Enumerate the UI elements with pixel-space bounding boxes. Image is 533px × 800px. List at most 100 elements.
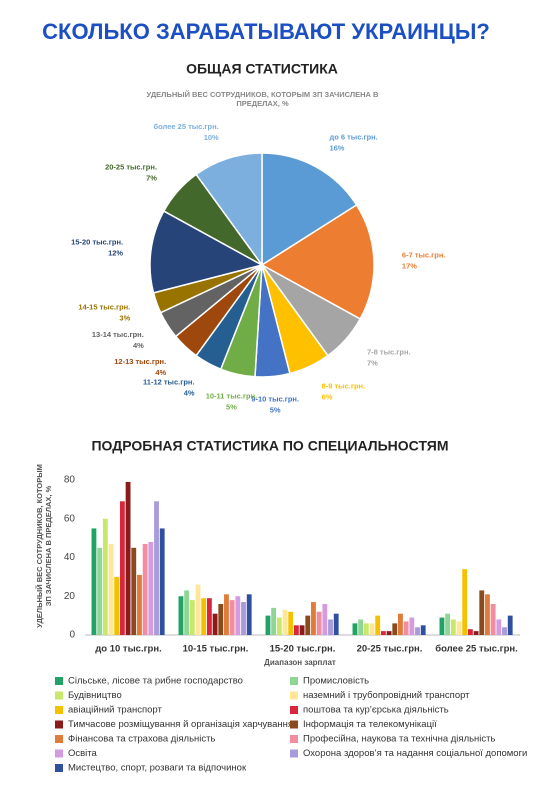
y-tick-label: 60: [64, 513, 76, 524]
pie-value-label: 5%: [270, 405, 281, 414]
legend-swatch: [55, 764, 63, 772]
bar: [206, 598, 212, 635]
bar: [131, 547, 137, 635]
bar: [479, 590, 485, 635]
bar: [473, 631, 479, 635]
bar: [398, 613, 403, 635]
legend-swatch: [290, 706, 298, 714]
bar: [224, 594, 229, 635]
pie-value-label: 12%: [108, 248, 123, 257]
bar: [154, 501, 159, 635]
pie-value-label: 17%: [402, 262, 417, 271]
bar: [445, 613, 451, 635]
legend-label: Сільське, лісове та рибне господарство: [68, 676, 243, 687]
bar: [114, 576, 120, 635]
bar: [178, 596, 184, 635]
pie-label: 9-10 тыс.грн.: [251, 394, 299, 403]
bar: [271, 607, 277, 635]
bar: [212, 613, 218, 635]
legend-swatch: [55, 720, 63, 729]
bar: [91, 528, 97, 635]
pie-label: 8-9 тыс.грн.: [322, 382, 366, 391]
pie-value-label: 7%: [367, 359, 378, 368]
legend-swatch: [55, 691, 63, 700]
legend-label: Інформація та телекомунікації: [303, 719, 437, 730]
legend-label: Промисловість: [303, 676, 369, 687]
legend-swatch: [55, 735, 63, 743]
bar: [108, 543, 114, 635]
bar: [299, 625, 305, 635]
bar: [496, 619, 502, 635]
pie-value-label: 4%: [155, 368, 166, 377]
bar: [102, 518, 108, 635]
legend-swatch: [290, 720, 298, 729]
legend-label: авіаційний транспорт: [68, 705, 162, 716]
bar: [392, 623, 398, 635]
bar: [159, 528, 165, 635]
bar: [184, 590, 190, 635]
y-tick-label: 0: [69, 630, 75, 641]
page-title: СКОЛЬКО ЗАРАБАТЫВАЮТ УКРАИНЦЫ?: [42, 19, 490, 44]
legend-swatch: [55, 706, 63, 714]
bar: [358, 619, 364, 635]
bar: [246, 594, 252, 635]
bar: [386, 631, 392, 635]
legend-label: Тимчасове розміщування й організація хар…: [68, 719, 293, 730]
legend-label: Охорона здоров’я та надання соціальної д…: [303, 748, 527, 759]
legend-swatch: [290, 735, 298, 743]
bar: [316, 611, 322, 635]
pie-label: 10-11 тыс.грн.: [206, 392, 258, 401]
bar: [137, 574, 142, 635]
bar: [363, 623, 369, 635]
pie-value-label: 3%: [119, 313, 130, 322]
pie-label: 20-25 тыс.грн.: [105, 162, 157, 171]
pie-title: ОБЩАЯ СТАТИСТИКА: [186, 61, 338, 77]
legend-label: Мистецтво, спорт, розваги та відпочинок: [68, 763, 247, 774]
x-tick-label: 15-20 тыс.грн.: [270, 644, 336, 655]
pie-label: 7-8 тыс.грн.: [367, 348, 411, 357]
bar: [462, 569, 468, 635]
pie-subtitle: УДЕЛЬНЫЙ ВЕС СОТРУДНИКОВ, КОТОРЫМ ЗП ЗАЧ…: [146, 90, 379, 108]
bar: [288, 611, 294, 635]
pie-slice: [261, 152, 358, 267]
legend-label: Фінансова та страхова діяльність: [68, 734, 215, 745]
pie-value-label: 10%: [204, 133, 219, 142]
bar: [148, 542, 154, 635]
pie-value-label: 7%: [146, 173, 157, 182]
bar: [375, 615, 381, 635]
bar: [218, 604, 224, 635]
bar: [380, 631, 386, 635]
bar: [415, 627, 420, 635]
bar: [241, 602, 246, 635]
bar: [293, 625, 299, 635]
bar: [403, 621, 409, 635]
bar: [119, 501, 125, 635]
bar: [282, 609, 288, 635]
pie-slice: [260, 203, 375, 320]
y-tick-label: 20: [64, 591, 76, 602]
bar-title: ПОДРОБНАЯ СТАТИСТИКА ПО СПЕЦИАЛЬНОСТЯМ: [91, 438, 448, 454]
bar: [229, 600, 235, 635]
bar: [195, 584, 201, 635]
legend-label: Будівництво: [68, 690, 122, 701]
legend-label: поштова та кур’єрська діяльність: [303, 705, 449, 716]
bar: [409, 617, 415, 635]
bar: [490, 604, 496, 635]
bar: [265, 615, 271, 635]
y-tick-label: 40: [64, 552, 76, 563]
pie-label: более 25 тыс.грн.: [154, 122, 219, 131]
pie-slice: [149, 210, 265, 294]
legend-label: Освіта: [68, 748, 98, 759]
bar: [420, 625, 426, 635]
x-tick-label: 20-25 тыс.грн.: [357, 644, 423, 655]
bar: [311, 602, 316, 635]
pie-label: 15-20 тыс.грн.: [71, 237, 123, 246]
bar: [369, 623, 375, 635]
bar: [97, 547, 103, 635]
pie-value-label: 6%: [322, 393, 333, 402]
bar: [276, 617, 282, 635]
bar: [322, 604, 328, 635]
legend-swatch: [290, 749, 298, 758]
